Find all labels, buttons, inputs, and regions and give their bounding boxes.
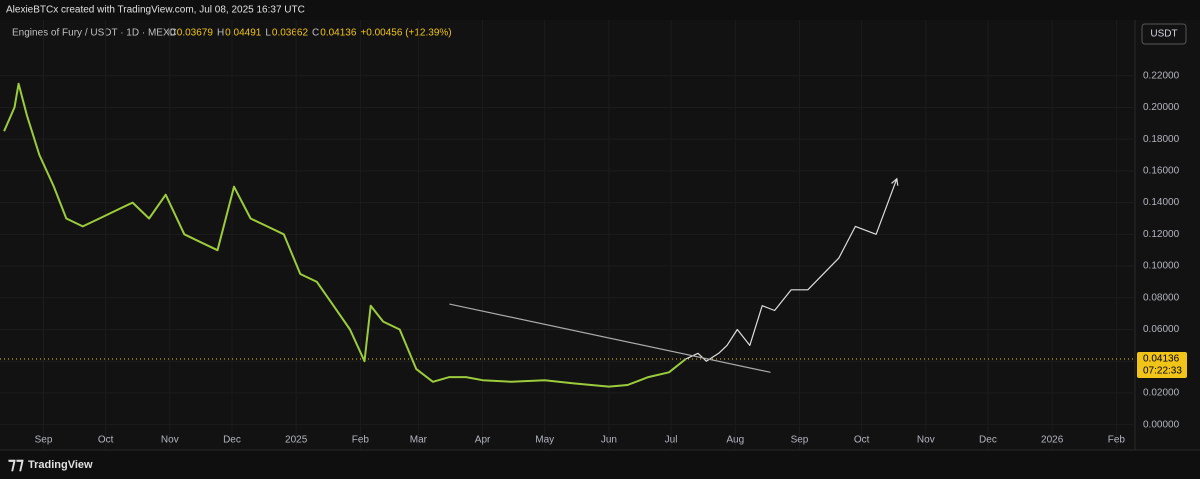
last-price-label: 0.04136 (1143, 354, 1180, 365)
arrow-head (891, 177, 899, 186)
x-tick-label: Feb (1108, 435, 1126, 446)
series-line (685, 178, 898, 362)
ohlc-value: 0.04136 (320, 28, 357, 39)
currency: USDT (1150, 29, 1177, 40)
x-tick-label: Dec (223, 435, 241, 446)
x-tick-label: Nov (161, 435, 179, 446)
x-tick-label: Oct (98, 435, 114, 446)
y-tick-label: 0.10000 (1143, 261, 1180, 272)
y-tick-label: 0.16000 (1143, 166, 1180, 177)
y-tick-label: 0.12000 (1143, 229, 1180, 240)
plot (0, 20, 1135, 450)
countdown: 07:22:33 (1143, 366, 1182, 377)
x-tick-label: 2026 (1041, 435, 1064, 446)
x-tick-label: Aug (726, 435, 744, 446)
x-tick-label: Apr (475, 435, 491, 446)
ohlc-legend: O 0.03679 H 0.04491 L 0.03662 C 0.04136 +0.00456… (168, 28, 452, 39)
series-line (3, 82, 687, 388)
brand: TradingView (28, 459, 93, 471)
ohlc-key: L (265, 28, 271, 39)
plot-background (0, 20, 1200, 450)
ohlc-key: O (168, 28, 176, 39)
change: +0.00456 (+12.39%) (360, 28, 451, 39)
x-tick-label: Jun (601, 435, 617, 446)
currency-box (1141, 23, 1187, 45)
y-tick-label: 0.22000 (1143, 70, 1180, 81)
ohlc-key: C (312, 28, 319, 39)
x-tick-label: Nov (917, 435, 935, 446)
ohlc-value: 0.03679 (177, 28, 214, 39)
ohlc-key: H (217, 28, 224, 39)
x-tick-label: Oct (854, 435, 870, 446)
series-line (449, 303, 771, 373)
ohlc-value: 0.03662 (272, 28, 309, 39)
x-tick-label: Dec (979, 435, 997, 446)
symbol: Engines of Fury / USDT · 1D · MEXC (12, 28, 177, 39)
x-tick-label: 2025 (285, 435, 308, 446)
y-tick-label: 0.02000 (1143, 388, 1180, 399)
y-tick-label: 0.06000 (1143, 324, 1180, 335)
y-tick-label: 0.00000 (1143, 419, 1180, 430)
y-tick-label: 0.20000 (1143, 102, 1180, 113)
x-tick-label: Sep (791, 435, 809, 446)
last-price-box (1137, 352, 1187, 379)
y-tick-label: 0.14000 (1143, 197, 1180, 208)
x-tick-label: Jul (665, 435, 678, 446)
x-tick-label: Feb (352, 435, 370, 446)
x-tick-label: Sep (35, 435, 53, 446)
logo: ⁊⁊ (8, 456, 24, 473)
y-tick-label: 0.18000 (1143, 134, 1180, 145)
y-tick-label: 0.08000 (1143, 292, 1180, 303)
credit: AlexieBTCx created with TradingView.com,… (6, 5, 305, 16)
x-tick-label: Mar (410, 435, 428, 446)
x-tick-label: May (535, 435, 554, 446)
ohlc-value: 0.04491 (225, 28, 262, 39)
